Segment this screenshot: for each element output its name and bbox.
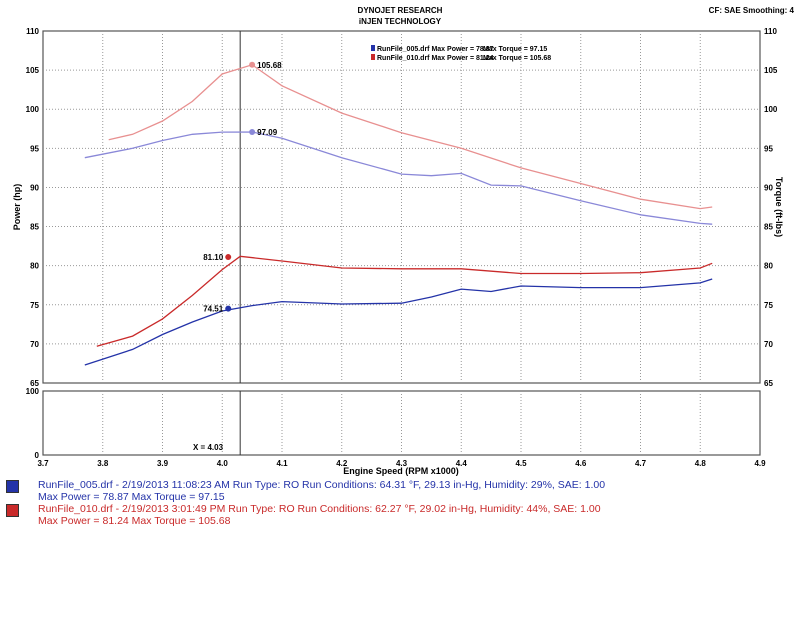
legend-run-005-torque: Max Torque = 97.15 <box>483 46 547 53</box>
x-tick-label: 4.3 <box>396 459 408 468</box>
lower-y-tick-label: 100 <box>26 387 40 396</box>
x-tick-label: 4.8 <box>695 459 707 468</box>
y-tick-label: 100 <box>26 105 40 114</box>
run-010-swatch <box>6 504 19 517</box>
y-tick-label: 85 <box>30 223 39 232</box>
y2-axis-label: Torque (ft-lbs) <box>774 177 784 237</box>
y-tick-label: 95 <box>30 144 39 153</box>
lower-y-tick-label: 0 <box>35 451 40 460</box>
legend: RunFile_005.drf Max Power = 78.87 Max To… <box>371 45 551 62</box>
run-info-005: RunFile_005.drf - 2/19/2013 11:08:23 AM … <box>6 479 605 503</box>
series-line-1 <box>108 64 713 210</box>
y-tick-label: 75 <box>30 301 39 310</box>
x-tick-label: 4.1 <box>276 459 288 468</box>
tick-labels: 3.7 3.8 3.9 4.0 4.1 4.2 4.3 4.4 4.5 4.6 4.7 4.8 4.9 6… <box>26 27 778 468</box>
x-tick-label: 4.5 <box>515 459 527 468</box>
peak-marker <box>225 254 232 261</box>
x-axis-label: Engine Speed (RPM x1000) <box>343 466 459 476</box>
x-tick-label: 3.8 <box>97 459 109 468</box>
run-005-swatch <box>6 480 19 493</box>
y2-tick-label: 85 <box>764 223 773 232</box>
peak-marker <box>225 305 232 312</box>
y-tick-label: 90 <box>30 183 39 192</box>
y2-tick-label: 100 <box>764 105 778 114</box>
x-tick-label: 4.7 <box>635 459 647 468</box>
series-line-2 <box>84 278 713 366</box>
y2-tick-label: 80 <box>764 262 773 271</box>
series-lines: 105.68 97.09 81.10 74.51 <box>84 61 713 366</box>
run-010-conditions: RunFile_010.drf - 2/19/2013 3:01:49 PM R… <box>38 503 601 515</box>
legend-run-010-torque: Max Torque = 105.68 <box>483 55 551 62</box>
legend-run-005: RunFile_005.drf Max Power = 78.87 <box>377 46 494 53</box>
series-line-0 <box>84 131 713 225</box>
x-tick-label: 3.9 <box>157 459 169 468</box>
x-tick-label: 3.7 <box>37 459 49 468</box>
peak-label: 74.51 <box>203 305 224 314</box>
run-005-max: Max Power = 78.87 Max Torque = 97.15 <box>38 491 225 503</box>
run-010-max: Max Power = 81.24 Max Torque = 105.68 <box>38 515 231 527</box>
run-005-conditions: RunFile_005.drf - 2/19/2013 11:08:23 AM … <box>38 479 606 491</box>
chart-title-1: DYNOJET RESEARCH <box>357 6 443 15</box>
y-tick-label: 80 <box>30 262 39 271</box>
dyno-chart: 105.68 97.09 81.10 74.51 3.7 3.8 3.9 4.0 4.1 4.2… <box>12 27 784 476</box>
peak-label: 81.10 <box>203 253 224 262</box>
chart-title-2: iNJEN TECHNOLOGY <box>358 17 442 26</box>
y-tick-label: 105 <box>26 66 40 75</box>
series-line-3 <box>96 255 713 347</box>
peak-marker <box>249 128 256 135</box>
peak-marker <box>249 61 256 68</box>
grid <box>42 30 761 456</box>
cursor-label: X = 4.03 <box>193 443 224 452</box>
x-tick-label: 4.0 <box>217 459 229 468</box>
y2-tick-label: 105 <box>764 66 778 75</box>
y-tick-label: 70 <box>30 340 39 349</box>
x-tick-label: 4.4 <box>456 459 468 468</box>
correction-factor: CF: SAE Smoothing: 4 <box>708 6 794 15</box>
x-tick-label: 4.6 <box>575 459 587 468</box>
y2-tick-label: 75 <box>764 301 773 310</box>
main-plot-frame <box>42 30 761 384</box>
x-tick-label: 4.2 <box>336 459 348 468</box>
legend-run-010: RunFile_010.drf Max Power = 81.24 <box>377 55 494 62</box>
peak-label: 105.68 <box>257 61 282 70</box>
x-tick-label: 4.9 <box>754 459 766 468</box>
peak-label: 97.09 <box>257 128 278 137</box>
y2-tick-label: 70 <box>764 340 773 349</box>
y2-tick-label: 90 <box>764 183 773 192</box>
y2-tick-label: 110 <box>764 27 777 36</box>
y-tick-label: 65 <box>30 379 39 388</box>
y2-tick-label: 95 <box>764 144 773 153</box>
y2-tick-label: 65 <box>764 379 773 388</box>
y-tick-label: 110 <box>26 27 39 36</box>
y-axis-label: Power (hp) <box>12 184 22 231</box>
run-info-010: RunFile_010.drf - 2/19/2013 3:01:49 PM R… <box>6 503 601 527</box>
